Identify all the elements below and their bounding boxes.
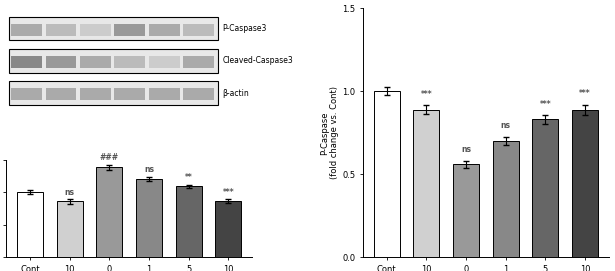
- FancyBboxPatch shape: [149, 24, 180, 36]
- Bar: [493, 141, 518, 257]
- Text: ***: ***: [539, 100, 551, 109]
- Text: ns: ns: [461, 146, 471, 154]
- FancyBboxPatch shape: [46, 24, 76, 36]
- FancyBboxPatch shape: [114, 56, 145, 68]
- Text: β-actin: β-actin: [223, 89, 249, 98]
- FancyBboxPatch shape: [11, 88, 42, 100]
- FancyBboxPatch shape: [9, 17, 218, 40]
- FancyBboxPatch shape: [149, 88, 180, 100]
- Text: ns: ns: [501, 121, 510, 130]
- Bar: [572, 109, 598, 257]
- Text: ns: ns: [144, 165, 154, 174]
- FancyBboxPatch shape: [9, 49, 218, 73]
- Bar: [17, 192, 43, 257]
- FancyBboxPatch shape: [114, 88, 145, 100]
- Y-axis label: P-Caspase
(fold change vs. Cont): P-Caspase (fold change vs. Cont): [320, 86, 339, 179]
- FancyBboxPatch shape: [9, 82, 218, 105]
- FancyBboxPatch shape: [183, 88, 214, 100]
- Text: **: **: [184, 173, 192, 182]
- Text: ***: ***: [579, 89, 591, 98]
- FancyBboxPatch shape: [11, 24, 42, 36]
- Bar: [413, 109, 439, 257]
- Bar: [374, 91, 400, 257]
- Bar: [453, 164, 479, 257]
- Text: ***: ***: [421, 90, 432, 99]
- FancyBboxPatch shape: [46, 88, 76, 100]
- FancyBboxPatch shape: [183, 24, 214, 36]
- Text: ns: ns: [65, 188, 74, 196]
- FancyBboxPatch shape: [80, 24, 111, 36]
- Bar: [57, 201, 82, 257]
- Bar: [176, 186, 202, 257]
- Text: ###: ###: [100, 153, 119, 162]
- Bar: [215, 201, 241, 257]
- FancyBboxPatch shape: [149, 56, 180, 68]
- Bar: [533, 120, 558, 257]
- FancyBboxPatch shape: [80, 88, 111, 100]
- Bar: [97, 167, 122, 257]
- FancyBboxPatch shape: [114, 24, 145, 36]
- Text: Cleaved-Caspase3: Cleaved-Caspase3: [223, 56, 293, 65]
- FancyBboxPatch shape: [183, 56, 214, 68]
- FancyBboxPatch shape: [80, 56, 111, 68]
- Text: ***: ***: [223, 188, 234, 197]
- FancyBboxPatch shape: [11, 56, 42, 68]
- FancyBboxPatch shape: [46, 56, 76, 68]
- Bar: [136, 179, 162, 257]
- Text: P-Caspase3: P-Caspase3: [223, 24, 267, 33]
